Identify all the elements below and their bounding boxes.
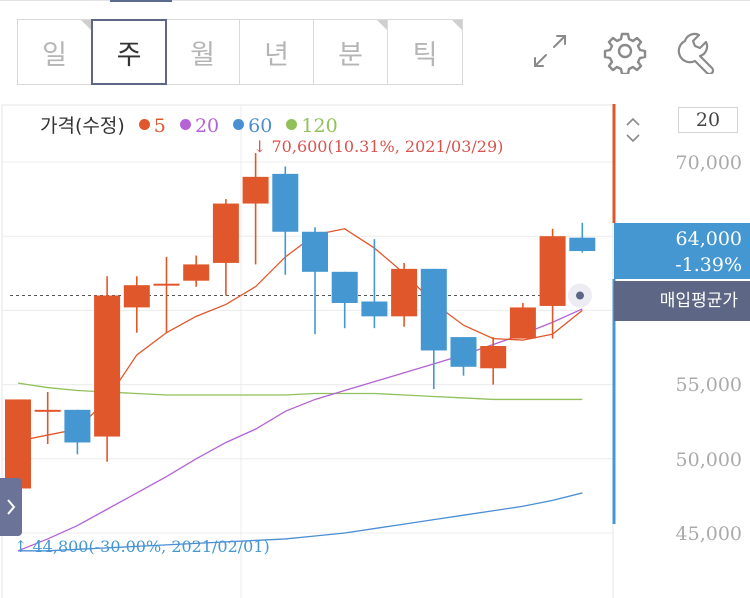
period-tab-bar: 일 주 월 년 분 틱: [17, 19, 463, 85]
ma60-line: [18, 492, 583, 552]
tab-year-label: 년: [264, 39, 289, 71]
gear-icon: [603, 32, 647, 76]
ma5-dot-icon: [138, 119, 150, 130]
current-price-value: 64,000: [675, 228, 742, 250]
tab-year[interactable]: 년: [240, 20, 314, 84]
candle-body: [34, 409, 61, 412]
tab-tick-label: 틱: [412, 39, 438, 71]
price-chart[interactable]: [0, 98, 750, 598]
period-count-input[interactable]: 20: [678, 107, 738, 133]
candle-body: [480, 346, 507, 369]
top-divider: [0, 0, 750, 1]
candle-body: [272, 173, 299, 232]
fullscreen-button[interactable]: [527, 28, 573, 74]
chevron-up-down-icon: [626, 117, 640, 143]
candle-body: [569, 237, 596, 252]
corner-marker: [452, 20, 462, 30]
low-annotation-text: 44,800(-30.00%, 2021/02/01): [32, 537, 270, 556]
legend-ma5: 5: [153, 115, 166, 137]
ma60-dot-icon: [233, 119, 245, 130]
settings-button[interactable]: [602, 28, 648, 76]
avg-marker-dot: [576, 291, 584, 300]
candle-body: [94, 295, 121, 437]
current-price-change: -1.39%: [675, 254, 742, 276]
side-panel-toggle[interactable]: [0, 478, 22, 536]
legend-title: 가격(수정): [40, 115, 125, 137]
expand-arrows-icon: [534, 35, 566, 67]
y-tick-50000: 50,000: [675, 449, 742, 471]
candle-body: [539, 236, 566, 306]
avg-price-badge: 매입평균가: [614, 281, 750, 321]
candle-body: [391, 268, 418, 317]
ma120-dot-icon: [286, 119, 298, 130]
period-stepper[interactable]: [622, 115, 644, 145]
tab-week-label: 주: [116, 39, 142, 71]
tab-month[interactable]: 월: [166, 20, 240, 84]
tab-minute-label: 분: [338, 39, 363, 71]
candle-body: [302, 231, 328, 272]
candle-body: [242, 176, 269, 204]
low-arrow-icon: ↑: [14, 537, 28, 556]
corner-marker: [81, 20, 91, 30]
candle-body: [420, 268, 447, 351]
tab-tick[interactable]: 틱: [388, 20, 462, 84]
high-arrow-icon: ↓: [253, 137, 267, 156]
tab-month-label: 월: [190, 39, 215, 71]
plot-frame: [1, 104, 614, 598]
legend-ma20: 20: [194, 115, 220, 137]
candle-body: [509, 307, 536, 339]
candle-body: [331, 271, 358, 303]
chevron-right-icon: [7, 499, 16, 515]
legend-ma60: 60: [248, 115, 273, 137]
top-indicator: [110, 0, 172, 2]
tab-day[interactable]: 일: [18, 20, 92, 84]
candle-body: [153, 283, 180, 286]
tab-day-label: 일: [42, 39, 67, 71]
candle-body: [361, 301, 388, 317]
corner-marker: [377, 20, 387, 30]
tools-button[interactable]: [676, 28, 722, 76]
candle-body: [5, 399, 31, 489]
candle-body: [183, 264, 210, 281]
y-tick-55000: 55,000: [675, 374, 742, 396]
chart-legend: 가격(수정) 5 20 60 120: [40, 111, 338, 138]
wrench-icon: [677, 32, 715, 76]
current-price-badge: 64,000 -1.39%: [614, 223, 750, 279]
legend-ma120: 120: [301, 115, 338, 137]
tab-week[interactable]: 주: [91, 19, 167, 85]
candle-body: [450, 337, 477, 367]
y-tick-45000: 45,000: [675, 523, 742, 545]
tab-minute[interactable]: 분: [314, 20, 388, 84]
y-tick-70000: 70,000: [675, 152, 742, 174]
low-annotation: ↑ 44,800(-30.00%, 2021/02/01): [14, 537, 270, 556]
high-annotation-text: 70,600(10.31%, 2021/03/29): [271, 137, 504, 156]
candle-body: [212, 203, 239, 263]
chart-area[interactable]: [0, 98, 750, 598]
ma20-dot-icon: [179, 119, 191, 130]
candle-body: [123, 285, 150, 308]
high-annotation: ↓ 70,600(10.31%, 2021/03/29): [253, 137, 503, 156]
candle-body: [64, 409, 91, 443]
